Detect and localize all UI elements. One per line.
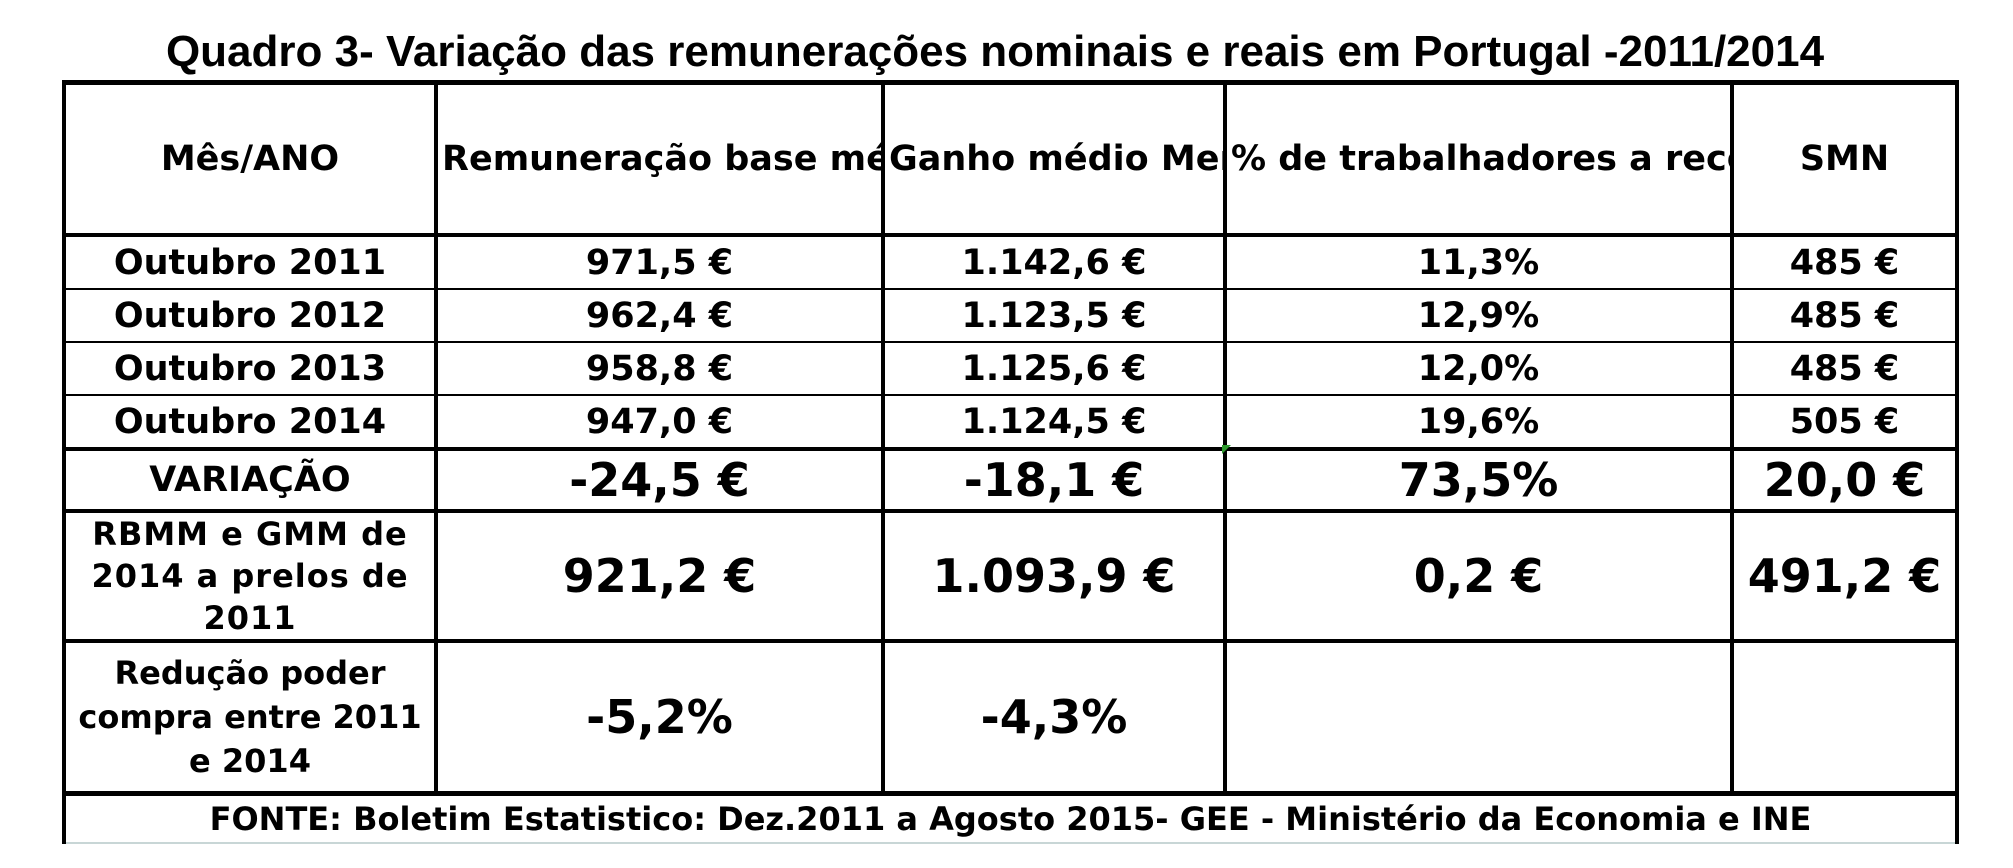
cell-average-earnings: -4,3%	[881, 641, 1227, 796]
cell-average-earnings: 1.142,6 €	[881, 234, 1227, 290]
header-min-wage-share: % de trabalhadores a receber o salário m…	[1223, 80, 1734, 237]
header-month-year: Mês/ANO	[62, 80, 438, 237]
cell-min-wage-share: 73,5%	[1223, 447, 1734, 513]
source-row: FONTE: Boletim Estatistico: Dez.2011 a A…	[62, 793, 1959, 844]
cell-base-salary: -5,2%	[434, 641, 885, 796]
cell-smn: 485 €	[1730, 288, 1959, 343]
cell-smn: 20,0 €	[1730, 447, 1959, 513]
cell-average-earnings: -18,1 €	[881, 447, 1227, 513]
cell-average-earnings: 1.125,6 €	[881, 341, 1227, 396]
wage-variation-table: Mês/ANO Remuneração base média Mensal Ga…	[62, 80, 1959, 844]
cell-min-wage-share: 19,6%	[1223, 394, 1734, 450]
variation-row: VARIAÇÃO -24,5 € -18,1 € 73,5% 20,0 €	[62, 447, 1959, 513]
cell-base-salary: 971,5 €	[434, 234, 885, 290]
cell-average-earnings: 1.124,5 €	[881, 394, 1227, 450]
cell-base-salary: 958,8 €	[434, 341, 885, 396]
cell-smn: 491,2 €	[1730, 511, 1959, 643]
cell-base-salary: -24,5 €	[434, 447, 885, 513]
table-row: Outubro 2012 962,4 € 1.123,5 € 12,9% 485…	[62, 288, 1959, 343]
cell-base-salary: 921,2 €	[434, 511, 885, 643]
cell-min-wage-share: 12,9%	[1223, 288, 1734, 343]
header-smn: SMN	[1730, 80, 1959, 237]
table-row: Outubro 2011 971,5 € 1.142,6 € 11,3% 485…	[62, 234, 1959, 290]
row-label: Outubro 2013	[62, 341, 438, 396]
cell-min-wage-share: 11,3%	[1223, 234, 1734, 290]
row-label: Outubro 2012	[62, 288, 438, 343]
row-label: VARIAÇÃO	[62, 447, 438, 513]
cell-smn: 485 €	[1730, 341, 1959, 396]
row-label: Redução poder compra entre 2011 e 2014	[62, 641, 438, 796]
row-label: Outubro 2011	[62, 234, 438, 290]
table-row: Outubro 2013 958,8 € 1.125,6 € 12,0% 485…	[62, 341, 1959, 396]
page-title: Quadro 3- Variação das remunerações nomi…	[165, 27, 1825, 76]
cell-comment-marker	[1222, 445, 1231, 454]
cell-min-wage-share	[1223, 641, 1734, 796]
cell-smn	[1730, 641, 1959, 796]
cell-base-salary: 947,0 €	[434, 394, 885, 450]
header-row: Mês/ANO Remuneração base média Mensal Ga…	[62, 80, 1959, 237]
cell-smn: 505 €	[1730, 394, 1959, 450]
source-note: FONTE: Boletim Estatistico: Dez.2011 a A…	[62, 793, 1959, 844]
cell-smn: 485 €	[1730, 234, 1959, 290]
cell-min-wage-share: 12,0%	[1223, 341, 1734, 396]
row-label: RBMM e GMM de 2014 a prelos de 2011	[62, 511, 438, 643]
cell-average-earnings: 1.093,9 €	[881, 511, 1227, 643]
cell-average-earnings: 1.123,5 €	[881, 288, 1227, 343]
header-average-earnings: Ganho médio Mensal	[881, 80, 1227, 237]
header-base-salary: Remuneração base média Mensal	[434, 80, 885, 237]
real-values-row: RBMM e GMM de 2014 a prelos de 2011 921,…	[62, 511, 1959, 643]
row-label: Outubro 2014	[62, 394, 438, 450]
cell-base-salary: 962,4 €	[434, 288, 885, 343]
cell-min-wage-share: 0,2 €	[1223, 511, 1734, 643]
table-row: Outubro 2014 947,0 € 1.124,5 € 19,6% 505…	[62, 394, 1959, 450]
purchasing-power-row: Redução poder compra entre 2011 e 2014 -…	[62, 641, 1959, 796]
